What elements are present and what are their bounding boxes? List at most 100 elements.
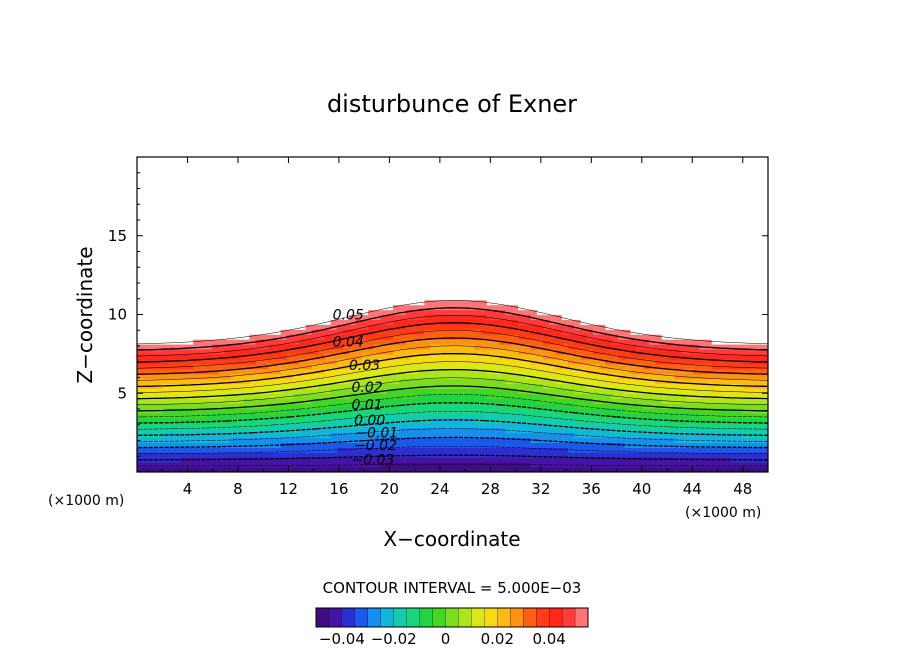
field-cell — [611, 216, 619, 222]
field-cell — [349, 353, 357, 360]
field-cell — [543, 186, 550, 193]
field-cell — [586, 186, 594, 193]
field-cell — [455, 412, 463, 419]
field-cell — [274, 403, 282, 409]
field-cell — [311, 230, 319, 237]
field-cell — [474, 270, 482, 276]
field-cell — [274, 181, 282, 188]
field-cell — [261, 412, 269, 419]
field-cell — [336, 240, 344, 247]
field-cell — [155, 467, 163, 472]
field-cell — [274, 196, 282, 202]
field-cell — [236, 467, 244, 472]
field-cell — [580, 299, 588, 306]
field-cell — [137, 216, 144, 222]
field-cell — [593, 230, 600, 237]
field-cell — [318, 186, 326, 193]
field-cell — [286, 467, 294, 472]
field-cell — [218, 201, 226, 207]
field-cell — [618, 206, 625, 212]
field-cell — [480, 230, 488, 237]
field-cell — [318, 462, 326, 468]
field-cell — [368, 196, 376, 202]
field-cell — [511, 201, 519, 207]
field-cell — [524, 275, 532, 281]
field-cell — [399, 329, 407, 335]
field-cell — [411, 442, 419, 448]
field-cell — [255, 250, 263, 257]
field-cell — [368, 299, 376, 306]
field-cell — [199, 289, 207, 296]
field-cell — [149, 319, 157, 325]
field-cell — [174, 186, 182, 193]
field-cell — [386, 457, 394, 463]
field-cell — [549, 348, 557, 355]
field-cell — [399, 457, 407, 463]
field-cell — [286, 462, 294, 468]
field-cell — [236, 432, 244, 439]
field-cell — [311, 284, 319, 291]
field-cell — [530, 280, 538, 286]
field-cell — [493, 412, 500, 419]
field-cell — [161, 166, 169, 173]
field-cell — [193, 309, 201, 316]
field-cell — [455, 275, 463, 281]
field-cell — [405, 294, 413, 301]
field-cell — [286, 437, 294, 444]
field-cell — [205, 294, 213, 301]
field-cell — [543, 211, 550, 217]
field-cell — [380, 240, 388, 247]
field-cell — [505, 299, 513, 306]
field-cell — [418, 417, 425, 424]
field-cell — [318, 412, 326, 419]
field-cell — [411, 225, 419, 232]
field-cell — [486, 432, 494, 439]
field-cell — [299, 334, 307, 340]
field-cell — [543, 191, 550, 197]
field-cell — [343, 166, 351, 173]
field-cell — [574, 427, 582, 434]
field-cell — [593, 422, 600, 429]
field-cell — [455, 270, 463, 276]
field-cell — [549, 240, 557, 247]
field-cell — [137, 417, 144, 424]
field-cell — [380, 324, 388, 330]
field-cell — [624, 447, 632, 453]
field-cell — [299, 284, 307, 291]
field-cell — [255, 171, 263, 178]
field-cell — [318, 265, 326, 271]
field-cell — [611, 280, 619, 286]
field-cell — [386, 196, 394, 202]
field-cell — [168, 289, 176, 296]
field-cell — [368, 467, 376, 472]
field-cell — [205, 447, 213, 453]
field-cell — [249, 427, 257, 434]
field-cell — [443, 191, 450, 197]
field-cell — [505, 255, 513, 261]
field-cell — [368, 368, 376, 375]
field-cell — [455, 314, 463, 321]
field-cell — [580, 284, 588, 291]
field-cell — [199, 225, 207, 232]
field-cell — [605, 280, 613, 286]
field-cell — [424, 408, 432, 414]
field-cell — [430, 457, 438, 463]
field-cell — [618, 171, 625, 178]
field-cell — [568, 186, 575, 193]
field-cell — [324, 235, 332, 242]
field-cell — [280, 176, 288, 183]
field-cell — [393, 284, 400, 291]
field-cell — [511, 275, 519, 281]
field-cell — [611, 344, 619, 350]
field-cell — [455, 339, 463, 345]
field-cell — [355, 442, 363, 448]
field-cell — [486, 270, 494, 276]
field-cell — [230, 373, 238, 380]
field-cell — [468, 191, 475, 197]
field-cell — [611, 250, 619, 257]
field-cell — [611, 329, 619, 335]
field-cell — [149, 270, 157, 276]
field-cell — [411, 358, 419, 365]
field-cell — [411, 398, 419, 404]
field-cell — [330, 412, 338, 419]
